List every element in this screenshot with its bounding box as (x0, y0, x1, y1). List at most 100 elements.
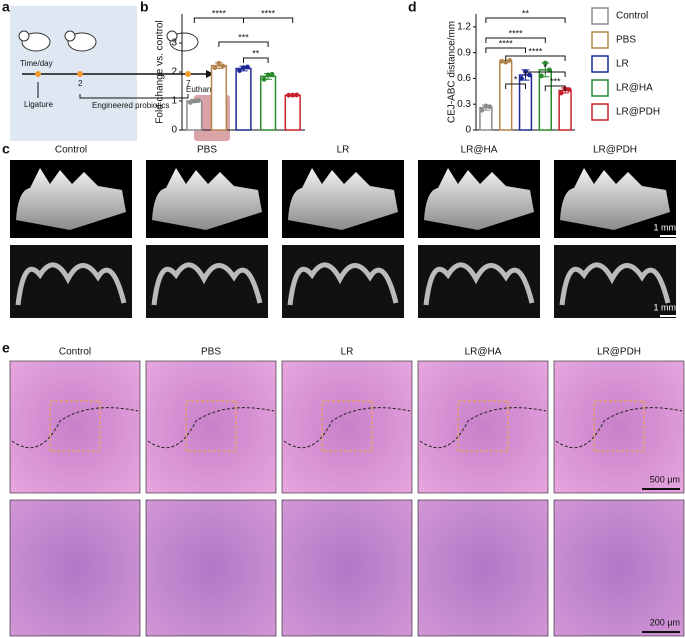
column-title: LR@PDH (593, 145, 637, 156)
significance-label: *** (238, 32, 249, 42)
day-label: 2 (78, 79, 83, 88)
legend-swatch (591, 31, 609, 49)
arrow-head (206, 70, 214, 78)
significance-label: * (544, 62, 548, 72)
data-point (220, 63, 226, 69)
column-title: PBS (201, 347, 221, 358)
data-point (294, 92, 300, 98)
significance-bracket (505, 55, 566, 61)
data-point (566, 87, 572, 93)
y-axis-label: CEJ-ABC distance/mm (447, 21, 458, 123)
bar (518, 74, 533, 131)
histology-zoom (553, 499, 685, 637)
data-point (507, 58, 513, 63)
data-point (527, 72, 532, 78)
significance-bracket (218, 41, 269, 47)
data-point (241, 65, 246, 71)
y-tick-label: 1.2 (457, 22, 471, 33)
significance-bracket (485, 17, 566, 23)
data-point (499, 58, 505, 64)
y-tick-label: 0.6 (457, 73, 471, 84)
time-label: Time/day (20, 59, 53, 68)
significance-label: **** (212, 8, 227, 18)
data-point (479, 107, 485, 113)
tooth-slice (151, 262, 263, 306)
histology-image (145, 360, 277, 494)
significance-bracket (505, 83, 526, 89)
significance-bracket (544, 85, 566, 91)
significance-bracket (525, 71, 566, 77)
mouse-icons (18, 30, 97, 52)
significance-label: **** (261, 8, 276, 18)
histology-zoom (417, 499, 549, 637)
data-point (237, 68, 242, 73)
data-point (519, 76, 524, 81)
data-point (261, 76, 267, 82)
roi-box (457, 400, 509, 452)
significance-bracket (485, 37, 546, 43)
tooth-slice (559, 262, 671, 306)
histology-image (553, 360, 685, 494)
y-tick-label: 1 (171, 96, 177, 107)
bar (259, 75, 277, 131)
column-title: LR@HA (465, 347, 502, 358)
scale-label: 500 μm (650, 474, 680, 484)
jaw-render (424, 168, 534, 230)
data-point (187, 100, 193, 105)
panel-label: c (2, 141, 10, 157)
y-tick-label: 0.9 (457, 47, 471, 58)
bar (284, 94, 301, 131)
histology-zoom (281, 499, 413, 637)
legend-label: LR@HA (616, 83, 653, 94)
histology-zoom (9, 499, 141, 637)
tooth-slice (15, 262, 127, 306)
data-point (483, 103, 489, 109)
histology-image (281, 360, 413, 494)
time-point (35, 71, 41, 77)
data-point (265, 72, 271, 78)
legend-swatch (591, 55, 609, 73)
y-tick-label: 2 (171, 67, 177, 78)
column-title: LR@PDH (597, 347, 641, 358)
start-label: Ligature (24, 100, 53, 109)
scale-label: 200 μm (650, 617, 680, 627)
end-label: Euthanasia (186, 85, 227, 94)
data-point (558, 90, 564, 96)
jaw-render (16, 168, 126, 230)
tissue-outline (147, 407, 275, 449)
significance-label: **** (509, 28, 524, 38)
legend-swatch (591, 7, 609, 25)
legend-label: Control (616, 11, 648, 22)
mouse-icon (166, 30, 199, 52)
bar (186, 100, 203, 131)
y-tick-label: 3 (171, 38, 177, 49)
bar (235, 67, 252, 131)
column-title: Control (59, 347, 91, 358)
tissue-outline (11, 407, 139, 449)
y-tick-label: 0 (465, 125, 471, 136)
roi-box (185, 400, 237, 452)
significance-label: ** (522, 8, 530, 18)
data-point (216, 60, 222, 66)
tooth-slice (287, 262, 399, 306)
panel-label: a (2, 0, 10, 15)
data-point (286, 92, 292, 98)
jaw-render (152, 168, 262, 230)
data-point (542, 60, 548, 66)
significance-bracket (243, 17, 294, 23)
period-bracket (79, 94, 189, 99)
column-title: Control (55, 145, 87, 156)
data-point (212, 65, 218, 71)
jaw-render (288, 168, 398, 230)
significance-label: ** (252, 48, 260, 58)
panel-label: e (2, 340, 10, 356)
legend-swatch (591, 79, 609, 97)
histology-image (417, 360, 549, 494)
column-title: LR@HA (461, 145, 498, 156)
day-label: 7 (186, 79, 191, 88)
tissue-outline (419, 407, 547, 449)
panel-label: d (408, 0, 417, 15)
roi-box (321, 400, 373, 452)
time-point (185, 71, 191, 77)
significance-bracket (243, 57, 269, 63)
